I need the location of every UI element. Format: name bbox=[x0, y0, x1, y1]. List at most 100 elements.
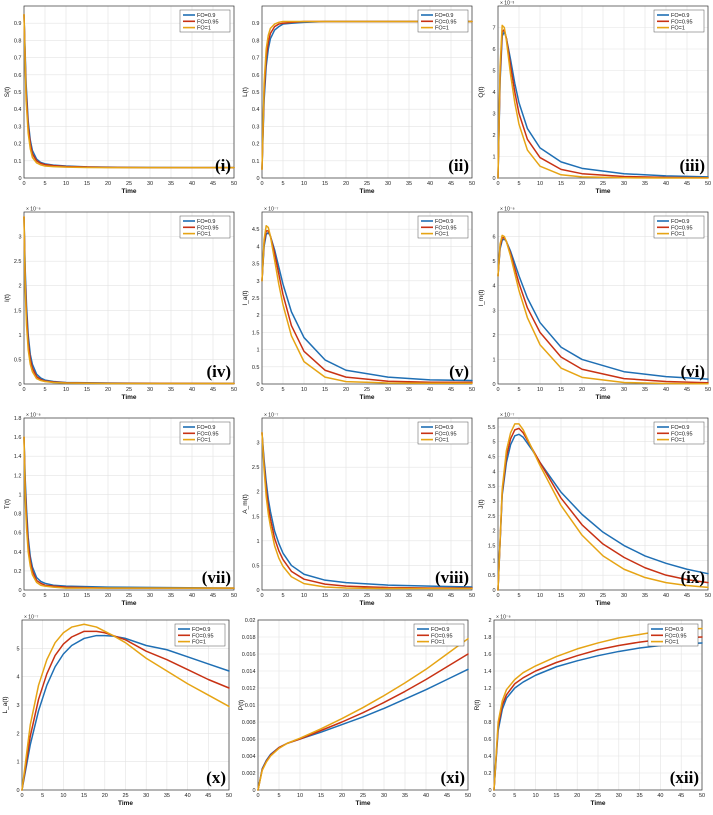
y-tick-label: 0.9 bbox=[14, 21, 22, 27]
x-tick-label: 20 bbox=[579, 387, 585, 393]
legend-entry: FO=0.95 bbox=[197, 19, 219, 25]
y-tick-label: 0 bbox=[16, 788, 19, 794]
series-line-FO=1 bbox=[21, 623, 230, 791]
series-line-FO=0.9 bbox=[21, 634, 230, 791]
y-tick-label: 0 bbox=[488, 788, 491, 794]
panel-label: (i) bbox=[215, 156, 231, 175]
series-line-FO=1 bbox=[261, 20, 473, 171]
x-tick-label: 20 bbox=[343, 181, 349, 187]
y-tick-label: 2 bbox=[492, 529, 495, 535]
y-tick-label: 0.4 bbox=[14, 550, 22, 556]
y-tick-label: 7 bbox=[492, 26, 495, 32]
plot-frame bbox=[261, 211, 473, 385]
y-tick-label: 0 bbox=[18, 588, 21, 594]
x-axis-label: Time bbox=[595, 394, 610, 401]
x-axis-label: Time bbox=[595, 188, 610, 195]
x-axis-label: Time bbox=[590, 800, 605, 807]
series-line-FO=0.95 bbox=[261, 431, 473, 589]
legend-entry: FO=1 bbox=[665, 640, 679, 646]
x-tick-label: 10 bbox=[301, 593, 307, 599]
panel-ii: 0 5 10 15 20 25 30 35 40 45 50 0 0.1 0.2 0.3 0.4 0.5 0.6 0… bbox=[242, 5, 475, 195]
series-line-FO=1 bbox=[497, 423, 709, 591]
panel-ix: 0 5 10 15 20 25 30 35 40 45 50 0 0.5 1 1.5 2 2.5 3 3.5 4 4.5… bbox=[478, 413, 711, 608]
x-tick-label: 25 bbox=[595, 793, 601, 799]
y-tick-label: 0 bbox=[256, 588, 259, 594]
x-tick-label: 50 bbox=[469, 181, 475, 187]
x-tick-label: 10 bbox=[60, 793, 66, 799]
y-tick-label: 0.2 bbox=[14, 142, 22, 148]
y-tick-label: 1.8 bbox=[14, 416, 22, 422]
y-tick-label: 0 bbox=[492, 382, 495, 388]
legend-entry: FO=0.9 bbox=[197, 13, 216, 19]
y-tick-label: 1.4 bbox=[484, 669, 492, 675]
y-tick-label: 0.8 bbox=[14, 512, 22, 518]
y-tick-label: 4.5 bbox=[488, 455, 496, 461]
y-tick-label: 0.4 bbox=[14, 107, 22, 113]
x-tick-label: 45 bbox=[444, 793, 450, 799]
y-tick-label: 1 bbox=[18, 492, 21, 498]
x-tick-label: 30 bbox=[621, 181, 627, 187]
y-tick-label: 4 bbox=[256, 244, 259, 250]
panel-iv: 0 5 10 15 20 25 30 35 40 45 50 0 0.5 1 1.5 2 2.5 3 × 10⁻⁸ T… bbox=[4, 207, 237, 402]
x-tick-label: 0 bbox=[22, 387, 25, 393]
plot-frame bbox=[23, 417, 235, 591]
y-tick-label: 5 bbox=[492, 440, 495, 446]
x-tick-label: 45 bbox=[205, 793, 211, 799]
x-tick-label: 5 bbox=[517, 387, 520, 393]
x-tick-label: 0 bbox=[492, 793, 495, 799]
legend-entry: FO=0.9 bbox=[671, 219, 690, 225]
x-tick-label: 50 bbox=[231, 181, 237, 187]
axis-exponent: × 10⁻⁸ bbox=[26, 207, 41, 213]
y-tick-label: 5.5 bbox=[488, 425, 496, 431]
y-tick-label: 0.6 bbox=[14, 73, 22, 79]
x-tick-label: 40 bbox=[185, 793, 191, 799]
y-tick-label: 1 bbox=[18, 333, 21, 339]
x-tick-label: 15 bbox=[558, 387, 564, 393]
x-tick-label: 5 bbox=[517, 593, 520, 599]
x-tick-label: 45 bbox=[678, 793, 684, 799]
x-tick-label: 0 bbox=[260, 387, 263, 393]
x-tick-label: 20 bbox=[343, 387, 349, 393]
x-tick-label: 25 bbox=[126, 181, 132, 187]
x-tick-label: 25 bbox=[600, 593, 606, 599]
x-tick-label: 5 bbox=[517, 181, 520, 187]
x-tick-label: 10 bbox=[537, 181, 543, 187]
axis-exponent: × 10⁻⁸ bbox=[26, 413, 41, 419]
x-tick-label: 10 bbox=[63, 387, 69, 393]
panel-i: 0 5 10 15 20 25 30 35 40 45 50 0 0.1 0.2 0.3 0.4 0.5 0.6 0… bbox=[4, 5, 237, 195]
y-tick-label: 0 bbox=[492, 176, 495, 182]
x-tick-label: 30 bbox=[381, 793, 387, 799]
x-tick-label: 45 bbox=[210, 593, 216, 599]
legend-entry: FO=1 bbox=[671, 26, 685, 32]
panel-xii: 0 5 10 15 20 25 30 35 40 45 50 0 0.2 0.4 0.6 0.8 1 1.2 1.4… bbox=[474, 615, 705, 808]
legend-entry: FO=0.95 bbox=[671, 19, 693, 25]
x-tick-label: 15 bbox=[318, 793, 324, 799]
x-tick-label: 35 bbox=[402, 793, 408, 799]
y-tick-label: 3.5 bbox=[252, 262, 260, 268]
legend-entry: FO=1 bbox=[197, 438, 211, 444]
y-axis-label: J(t) bbox=[478, 499, 485, 508]
x-tick-label: 25 bbox=[126, 593, 132, 599]
legend-entry: FO=1 bbox=[671, 438, 685, 444]
x-tick-label: 15 bbox=[322, 593, 328, 599]
y-tick-label: 5 bbox=[16, 646, 19, 652]
panel-label: (v) bbox=[449, 362, 469, 381]
x-tick-label: 10 bbox=[533, 793, 539, 799]
x-tick-label: 35 bbox=[406, 593, 412, 599]
x-tick-label: 0 bbox=[496, 181, 499, 187]
legend-entry: FO=1 bbox=[435, 26, 449, 32]
y-tick-label: 1 bbox=[16, 760, 19, 766]
x-tick-label: 15 bbox=[84, 387, 90, 393]
series-line-FO=0.95 bbox=[21, 630, 230, 791]
y-tick-label: 2 bbox=[256, 490, 259, 496]
axis-exponent: × 10⁻⁷ bbox=[500, 413, 515, 419]
legend-entry: FO=0.9 bbox=[197, 219, 216, 225]
